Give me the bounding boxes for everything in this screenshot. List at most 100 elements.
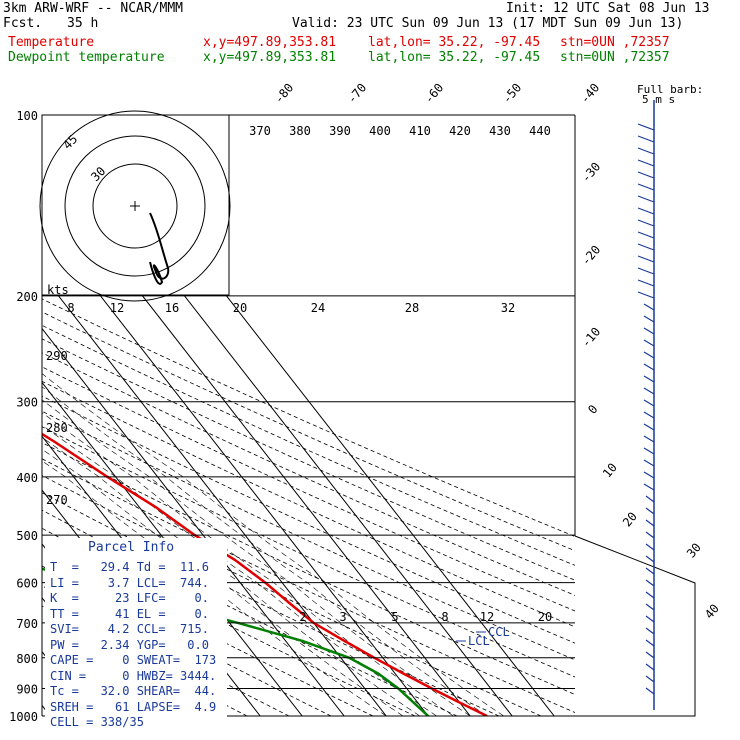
left-theta-label: 270: [46, 493, 68, 507]
theta-tick-label: 410: [409, 124, 431, 138]
forecast-label: Fcst.: [3, 16, 43, 31]
parcel-info-row: LI = 3.7 LCL= 744.: [50, 575, 209, 590]
legend-dewpoint-stn: stn=0UN ,72357: [560, 50, 670, 65]
wind-barb: [637, 255, 655, 263]
pressure-tick-label: 400: [16, 471, 38, 485]
legend-temperature-latlon: lat,lon= 35.22, -97.45: [368, 35, 541, 50]
wind-barb: [643, 471, 655, 479]
dry-adiabat-line: [42, 324, 575, 566]
wind-barb: [645, 627, 655, 635]
ccl-label: CCL: [488, 625, 510, 639]
speed-tick-label: 8: [67, 301, 74, 315]
temperature-tick-label: -80: [272, 81, 297, 107]
wind-barb: [637, 123, 655, 131]
hodograph-ring: [39, 110, 231, 302]
pressure-tick-label: 300: [16, 396, 38, 410]
legend-temperature-stn: stn=0UN ,72357: [560, 35, 670, 50]
wind-barb: [645, 639, 655, 647]
temperature-tick-label: -70: [345, 81, 370, 107]
temperature-tick-label: -20: [579, 243, 604, 269]
temperature-series-line: [42, 432, 488, 716]
speed-tick-label: 16: [165, 301, 179, 315]
wind-barb: [643, 315, 655, 323]
wind-barb: [645, 555, 655, 563]
temperature-tick-label: -60: [422, 81, 447, 107]
legend-dewpoint-latlon: lat,lon= 35.22, -97.45: [368, 50, 541, 65]
isotherm-line: [0, 115, 8, 716]
legend-dewpoint-coords: x,y=497.89,353.81: [203, 50, 337, 65]
wind-barb: [645, 651, 655, 659]
mixing-ratio-label: 12: [480, 610, 494, 624]
wind-barb: [645, 543, 655, 551]
wind-barb: [645, 495, 655, 503]
theta-tick-label: 390: [329, 124, 351, 138]
parcel-info-row: PW = 2.34 YGP= 0.0: [50, 637, 209, 652]
wind-barb: [645, 603, 655, 611]
wind-barb: [645, 687, 655, 695]
mixing-ratio-label: 3: [339, 610, 346, 624]
dry-adiabat-line: [42, 352, 575, 596]
temperature-tick-label: 30: [684, 540, 704, 560]
temperature-tick-label: -50: [500, 81, 525, 107]
mixing-ratio-label: 5: [391, 610, 398, 624]
parcel-info-title: Parcel Info: [88, 540, 175, 555]
wind-barb: [643, 375, 655, 383]
wind-barb: [643, 351, 655, 359]
hodograph-units: kts: [47, 283, 69, 297]
parcel-info-row: CELL = 338/35: [50, 715, 144, 729]
wind-barb: [645, 507, 655, 515]
wind-barb: [643, 399, 655, 407]
speed-tick-label: 28: [405, 301, 419, 315]
theta-tick-label: 380: [289, 124, 311, 138]
wind-barb: [637, 183, 655, 191]
wind-barb: [643, 339, 655, 347]
mixing-ratio-label: 20: [538, 610, 552, 624]
wind-barb: [637, 171, 655, 179]
legend-temperature-coords: x,y=497.89,353.81: [203, 35, 337, 50]
hodograph-ring: [92, 163, 178, 249]
wind-barb: [637, 159, 655, 167]
wind-barb: [643, 435, 655, 443]
mixing-ratio-label: 2: [299, 610, 306, 624]
lcl-label: LCL: [468, 634, 490, 648]
left-theta-label: 290: [46, 349, 68, 363]
speed-tick-label: 24: [311, 301, 325, 315]
wind-barb: [637, 243, 655, 251]
lower-frame: [42, 535, 696, 717]
pressure-tick-label: 600: [16, 577, 38, 591]
theta-tick-label: 430: [489, 124, 511, 138]
dewpoint-series-line: [42, 567, 430, 716]
wind-barb: [643, 459, 655, 467]
dry-adiabat-line: [42, 527, 416, 716]
wind-barb: [643, 447, 655, 455]
barb-legend-units: 5 m s: [642, 93, 675, 106]
theta-tick-label: 420: [449, 124, 471, 138]
pressure-tick-label: 200: [16, 290, 38, 304]
wind-barb: [643, 327, 655, 335]
dry-adiabat-line: [42, 442, 575, 696]
hodograph-ring: [64, 135, 206, 277]
valid-time: Valid: 23 UTC Sun 09 Jun 13 (17 MDT Sun …: [292, 16, 684, 31]
parcel-info-row: TT = 41 EL = 0.: [50, 606, 209, 621]
wind-barb: [645, 675, 655, 683]
parcel-info-row: CIN = 0 HWBZ= 3444.: [50, 668, 217, 683]
pressure-tick-label: 700: [16, 617, 38, 631]
wind-barb: [637, 207, 655, 215]
parcel-info-box: [45, 538, 227, 728]
theta-tick-label: 370: [249, 124, 271, 138]
wind-barb: [645, 531, 655, 539]
wind-barb: [645, 615, 655, 623]
speed-tick-label: 20: [233, 301, 247, 315]
wind-barb: [637, 135, 655, 143]
wind-barb: [645, 579, 655, 587]
barb-legend-title: Full barb:: [637, 83, 703, 96]
theta-tick-label: 400: [369, 124, 391, 138]
wind-barb: [645, 663, 655, 671]
wind-barb: [643, 363, 655, 371]
temperature-tick-label: 0: [585, 402, 600, 417]
temperature-tick-label: 20: [620, 509, 640, 529]
hodograph-trace: [149, 212, 170, 285]
wind-barb: [643, 411, 655, 419]
wind-barb: [643, 303, 655, 311]
